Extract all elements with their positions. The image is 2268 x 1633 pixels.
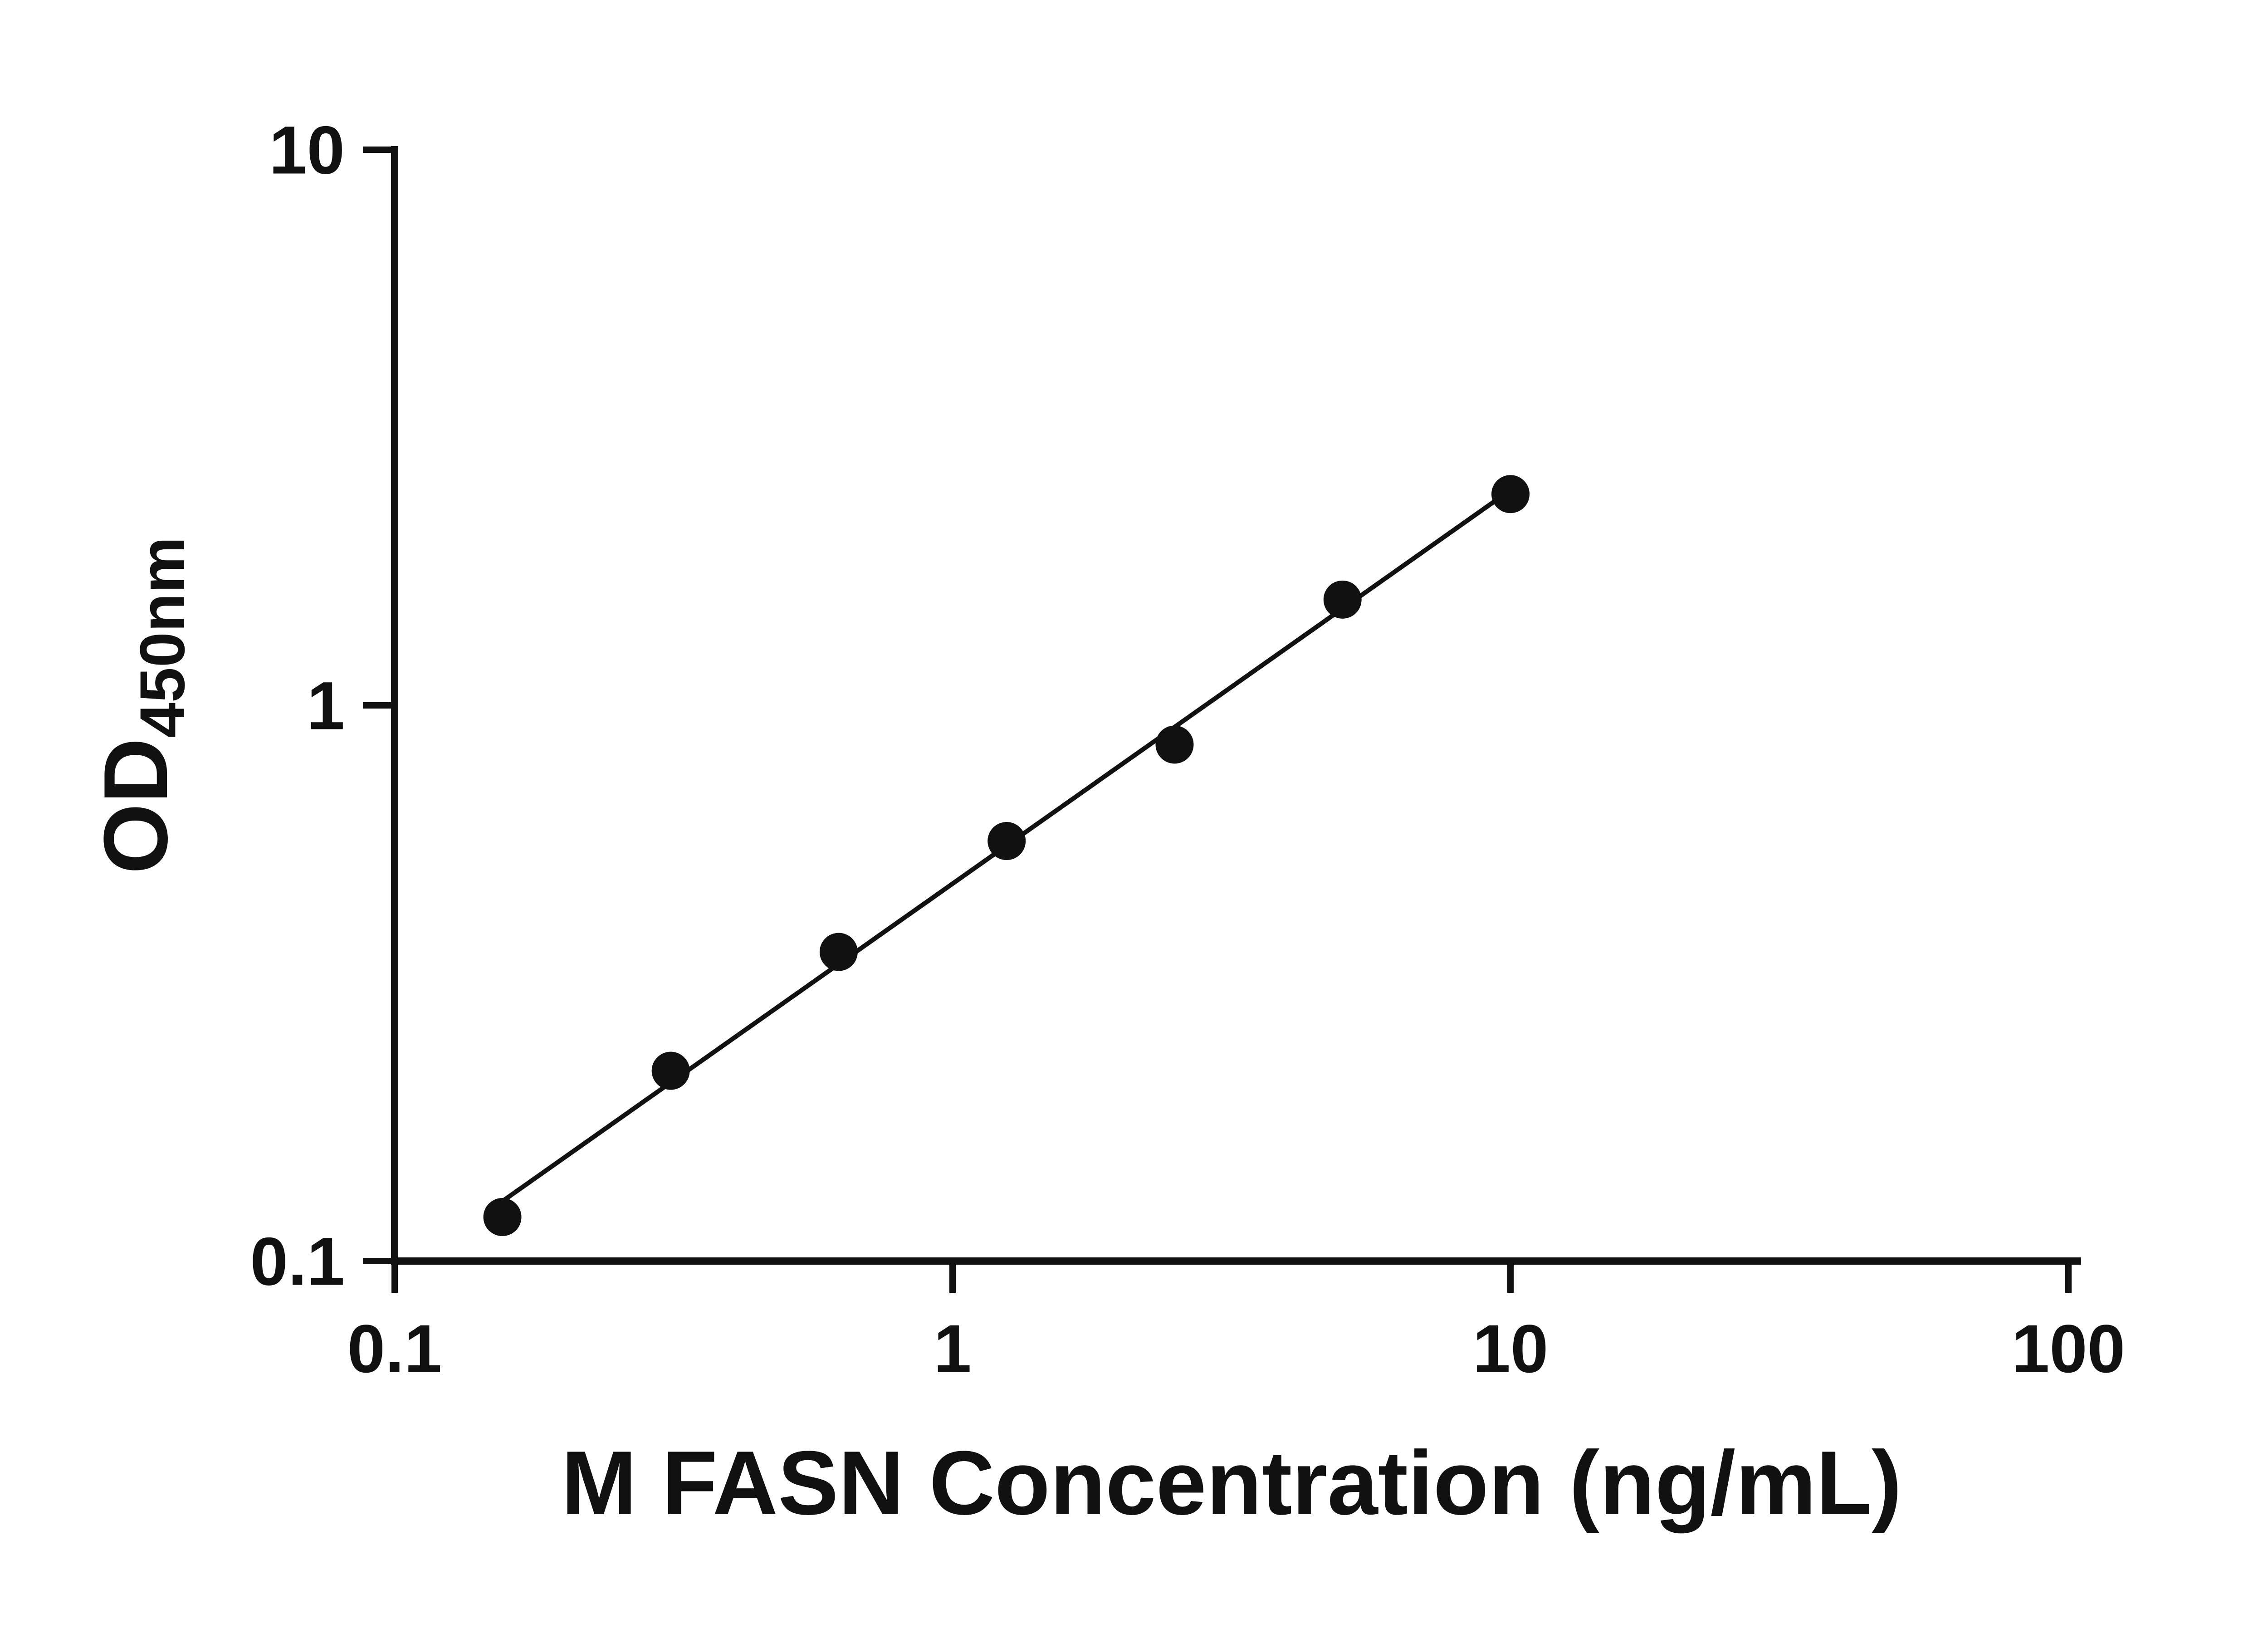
y-axis-title-main: OD <box>85 738 186 874</box>
data-point <box>483 1198 522 1237</box>
data-point <box>1491 475 1530 513</box>
y-tick-label: 0.1 <box>250 1223 345 1300</box>
data-point <box>987 822 1026 861</box>
x-tick-label: 100 <box>2012 1310 2125 1387</box>
x-tick-label: 10 <box>1473 1310 1549 1387</box>
data-point <box>819 933 858 971</box>
y-axis-title: OD450nm <box>85 537 198 874</box>
data-point <box>1323 580 1362 619</box>
data-point <box>1155 725 1194 764</box>
x-tick-label: 0.1 <box>347 1310 442 1387</box>
x-axis-title: M FASN Concentration (ng/mL) <box>561 1433 1902 1534</box>
y-axis-title-subscript: 450nm <box>127 537 198 738</box>
y-tick-label: 10 <box>269 112 345 188</box>
x-tick-label: 1 <box>934 1310 971 1387</box>
y-tick-label: 1 <box>307 668 345 744</box>
data-point <box>651 1051 690 1090</box>
